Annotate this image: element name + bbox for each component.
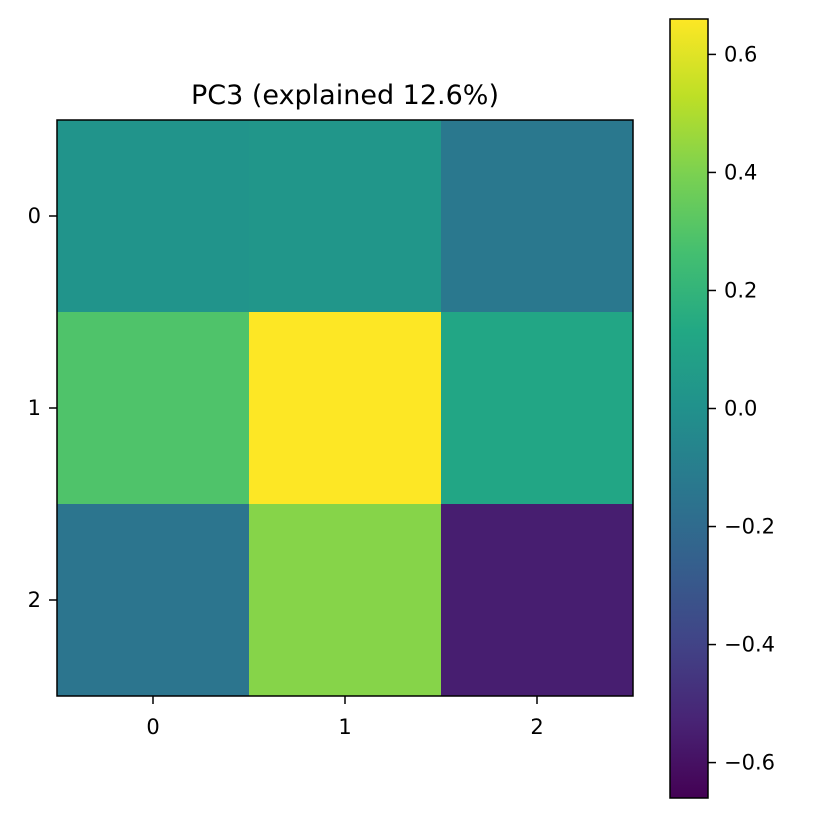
- heatmap-cell-r1-c0: [57, 312, 250, 505]
- heatmap-cell-r2-c1: [249, 504, 442, 697]
- heatmap-cell-r0-c2: [441, 120, 634, 313]
- y-axis: 0 1 2: [28, 204, 57, 612]
- colorbar-gradient: [669, 18, 709, 799]
- colorbar-tick-label: 0.4: [724, 160, 757, 184]
- colorbar-tick-label: −0.2: [724, 515, 775, 539]
- heatmap-cell-r2-c2: [441, 504, 634, 697]
- colorbar-axis: −0.6 −0.4 −0.2 0.0 0.2 0.4 0.6: [708, 42, 775, 775]
- colorbar-tick-label: 0.6: [724, 42, 757, 66]
- heatmap-cells: [57, 120, 634, 697]
- x-axis: 0 1 2: [146, 696, 544, 739]
- heatmap-cell-r0-c1: [249, 120, 442, 313]
- colorbar-tick-label: 0.2: [724, 278, 757, 302]
- x-tick-label: 0: [146, 715, 159, 739]
- heatmap-cell-r1-c1: [249, 312, 442, 505]
- x-tick-label: 1: [338, 715, 351, 739]
- x-tick-label: 2: [530, 715, 543, 739]
- colorbar-tick-label: −0.4: [724, 633, 775, 657]
- heatmap-cell-r2-c0: [57, 504, 250, 697]
- colorbar-tick-label: −0.6: [724, 751, 775, 775]
- y-tick-label: 1: [28, 396, 41, 420]
- heatmap-cell-r0-c0: [57, 120, 250, 313]
- colorbar-tick-label: 0.0: [724, 397, 757, 421]
- heatmap-cell-r1-c2: [441, 312, 634, 505]
- chart-title: PC3 (explained 12.6%): [191, 80, 499, 111]
- y-tick-label: 0: [28, 204, 41, 228]
- y-tick-label: 2: [28, 588, 41, 612]
